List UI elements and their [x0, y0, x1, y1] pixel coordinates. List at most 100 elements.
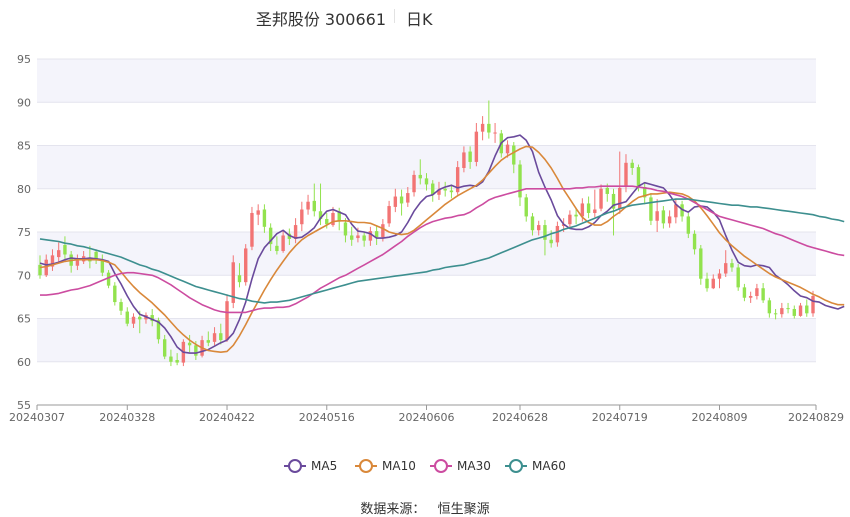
candle — [175, 353, 179, 366]
x-tick-label: 20240606 — [399, 411, 455, 424]
candle — [113, 282, 117, 306]
candle-body — [431, 183, 435, 195]
candle — [187, 334, 192, 353]
candle — [275, 236, 279, 255]
candle — [219, 323, 223, 345]
candle — [512, 142, 516, 174]
candle-body — [406, 193, 410, 203]
candle-body — [661, 210, 666, 224]
legend-item-ma10[interactable]: MA10 — [355, 456, 416, 476]
x-tick-label: 20240516 — [299, 411, 355, 424]
candle — [231, 255, 235, 309]
candle-body — [493, 132, 497, 134]
candle-body — [630, 162, 634, 168]
candle-body — [306, 201, 310, 210]
plot-band — [37, 318, 816, 362]
candle-body — [618, 187, 622, 209]
candle-body — [761, 288, 765, 301]
candle — [667, 210, 672, 228]
candle — [680, 200, 684, 222]
candle — [761, 283, 765, 303]
candle-body — [748, 296, 753, 298]
legend-item-ma5[interactable]: MA5 — [284, 456, 337, 476]
plot-band — [37, 232, 816, 276]
candle — [692, 230, 697, 255]
legend-marker-ma30 — [430, 459, 452, 473]
data-source: 数据来源： 恒生聚源 — [0, 498, 850, 517]
candle-body — [780, 308, 784, 315]
candle — [119, 298, 123, 316]
candle — [306, 194, 310, 215]
candle — [437, 181, 441, 200]
candle — [786, 302, 790, 314]
candle — [50, 249, 55, 271]
candle-body — [231, 262, 235, 303]
candle-body — [742, 287, 747, 298]
candle — [256, 204, 260, 226]
candle-body — [518, 164, 522, 198]
candle-body — [711, 278, 715, 289]
candle-body — [57, 250, 61, 258]
candle-body — [537, 225, 541, 231]
legend-label-ma10: MA10 — [382, 459, 416, 473]
candle-body — [455, 167, 460, 193]
candle-body — [119, 302, 123, 311]
candle-body — [175, 360, 179, 363]
y-tick-label: 75 — [17, 226, 31, 239]
candle — [711, 274, 715, 290]
candle-body — [724, 263, 728, 274]
line-ma5 — [39, 134, 845, 354]
candle-body — [268, 227, 273, 245]
candle — [387, 200, 391, 227]
candle-body — [549, 239, 553, 244]
candle — [462, 146, 466, 173]
candle — [586, 196, 591, 219]
legend-label-ma30: MA30 — [457, 459, 491, 473]
candle-body — [624, 162, 628, 188]
candle — [798, 302, 803, 317]
candle — [57, 242, 61, 263]
candle-body — [642, 187, 647, 198]
legend-item-ma30[interactable]: MA30 — [430, 456, 491, 476]
candle-body — [605, 187, 609, 194]
candle — [736, 264, 740, 291]
line-ma60 — [39, 198, 845, 304]
candle-body — [399, 196, 404, 204]
candle-body — [667, 216, 672, 224]
candle — [131, 313, 136, 329]
candle — [281, 231, 285, 253]
candle-body — [275, 245, 279, 252]
candle-body — [293, 225, 298, 239]
candle — [755, 283, 759, 300]
candle — [349, 226, 354, 246]
candle — [399, 189, 404, 216]
x-tick-label: 20240422 — [199, 411, 255, 424]
candle-body — [374, 231, 379, 238]
candle — [212, 327, 217, 346]
candle — [312, 183, 316, 217]
candle-body — [487, 123, 491, 133]
candle-body — [281, 235, 285, 252]
candle-body — [692, 233, 697, 250]
candle — [468, 146, 472, 169]
candle-body — [169, 356, 173, 362]
candle — [705, 272, 709, 292]
data-source-provider: 恒生聚源 — [437, 502, 490, 517]
chart-title-stock: 圣邦股份 300661 — [255, 10, 386, 29]
candle — [530, 212, 535, 236]
candle-body — [586, 203, 591, 213]
candle-body — [555, 225, 560, 243]
candle-body — [755, 288, 759, 297]
candle-body — [368, 231, 373, 241]
legend-item-ma60[interactable]: MA60 — [505, 456, 566, 476]
candle-body — [331, 212, 335, 226]
y-axis: 55 60 65 70 75 80 85 90 95 — [17, 53, 31, 412]
candle — [555, 221, 560, 247]
candle — [780, 302, 784, 318]
candle — [642, 183, 647, 205]
candle-body — [194, 345, 198, 356]
candle — [518, 160, 522, 207]
moving-average-lines — [39, 134, 845, 354]
candle — [505, 140, 510, 158]
